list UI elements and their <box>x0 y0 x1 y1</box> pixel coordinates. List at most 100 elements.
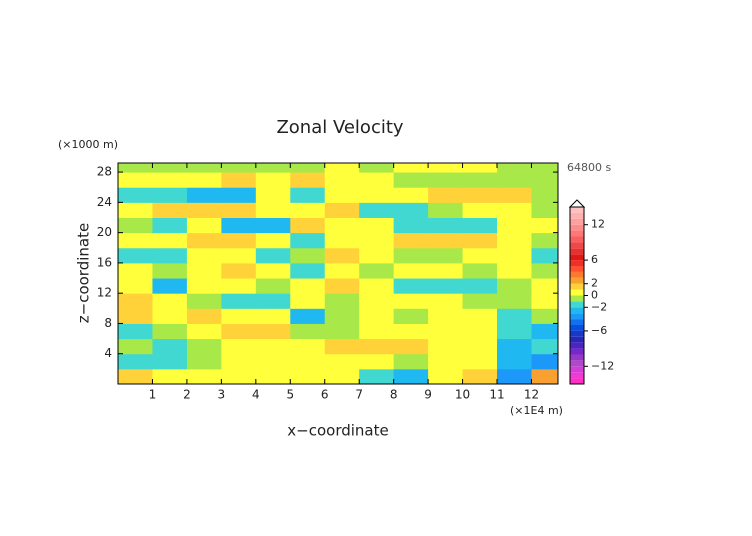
x-tick-label: 6 <box>321 388 329 402</box>
x-tick-label: 1 <box>149 388 157 402</box>
colorbar-band <box>570 218 584 225</box>
field-cell <box>221 247 257 264</box>
field-cell <box>152 217 188 234</box>
field-cell <box>118 232 153 249</box>
field-cell <box>497 247 532 264</box>
field-cell <box>290 293 326 309</box>
field-cell <box>497 217 532 234</box>
plot-frame <box>117 162 559 385</box>
field-cell <box>186 338 222 355</box>
y-tick-label: 16 <box>97 255 112 269</box>
field-cell <box>324 353 360 370</box>
field-cell <box>324 217 360 234</box>
field-cell <box>118 202 153 218</box>
field-cell <box>531 217 558 234</box>
x-tick-label: 4 <box>252 388 260 402</box>
colorbar-band <box>570 224 584 231</box>
field-cell <box>462 338 498 355</box>
colorbar-band <box>570 366 584 373</box>
field-cell <box>393 278 429 294</box>
field-cell <box>152 368 188 384</box>
field-cell <box>186 163 222 173</box>
field-cell <box>221 217 257 234</box>
colorbar-band <box>570 260 584 266</box>
field-cell <box>359 293 395 309</box>
field-cell <box>462 202 498 218</box>
field-cell <box>393 217 429 234</box>
field-cell <box>324 293 360 309</box>
field-cell <box>462 353 498 370</box>
field-cell <box>393 247 429 264</box>
field-cell <box>359 338 395 355</box>
field-cell <box>118 163 153 173</box>
field-cell <box>221 308 257 324</box>
colorbar-band <box>570 236 584 243</box>
x-tick-label: 3 <box>218 388 226 402</box>
field-cell <box>186 217 222 234</box>
field-cell <box>290 187 326 203</box>
field-cell <box>393 338 429 355</box>
field-cell <box>531 163 558 173</box>
field-cell <box>290 217 326 234</box>
field-cell <box>152 323 188 340</box>
field-cell <box>497 368 532 384</box>
field-cell <box>152 232 188 249</box>
field-cell <box>462 187 498 203</box>
field-cell <box>186 278 222 294</box>
field-cell <box>324 172 360 188</box>
field-cell <box>152 163 188 173</box>
field-cell <box>531 262 558 279</box>
field-cell <box>290 163 326 173</box>
field-cell <box>118 247 153 264</box>
colorbar-band <box>570 313 584 320</box>
colorbar-tick-label: −6 <box>591 324 607 337</box>
colorbar-band <box>570 348 584 355</box>
field-cell <box>118 308 153 324</box>
colorbar-tick-label: 0 <box>591 289 598 302</box>
field-cell <box>324 247 360 264</box>
field-cell <box>428 217 464 234</box>
field-cell <box>393 187 429 203</box>
field-cell <box>428 293 464 309</box>
colorbar-band <box>570 212 584 219</box>
field-cell <box>221 172 257 188</box>
y-axis-label: z−coordinate <box>75 223 93 323</box>
colorbar-band <box>570 301 584 308</box>
field-cell <box>152 353 188 370</box>
colorbar-extend <box>568 199 586 208</box>
field-cell <box>359 278 395 294</box>
field-cell <box>462 323 498 340</box>
field-cell <box>359 187 395 203</box>
field-cell <box>186 202 222 218</box>
field-cell <box>359 308 395 324</box>
field-cell <box>393 293 429 309</box>
field-cell <box>324 262 360 279</box>
field-cell <box>359 202 395 218</box>
field-cell <box>462 293 498 309</box>
field-cell <box>497 323 532 340</box>
field-cell <box>186 368 222 384</box>
y-unit: (×1000 m) <box>58 138 118 151</box>
field-cell <box>497 338 532 355</box>
field-cell <box>359 262 395 279</box>
field-cell <box>186 353 222 370</box>
field-cell <box>531 278 558 294</box>
field-cell <box>531 368 558 384</box>
field-cell <box>255 217 291 234</box>
y-tick-label: 8 <box>104 316 112 330</box>
field-cell <box>152 338 188 355</box>
field-cell <box>393 202 429 218</box>
colorbar-band <box>570 325 584 331</box>
field-cell <box>118 368 153 384</box>
field-cell <box>462 247 498 264</box>
field-cell <box>221 353 257 370</box>
field-cell <box>221 278 257 294</box>
field-cell <box>393 368 429 384</box>
y-tick-label: 24 <box>97 195 112 209</box>
field-cell <box>428 368 464 384</box>
field-cell <box>359 232 395 249</box>
field-cell <box>428 323 464 340</box>
field-cell <box>393 232 429 249</box>
colorbar-tick-label: −2 <box>591 300 607 313</box>
